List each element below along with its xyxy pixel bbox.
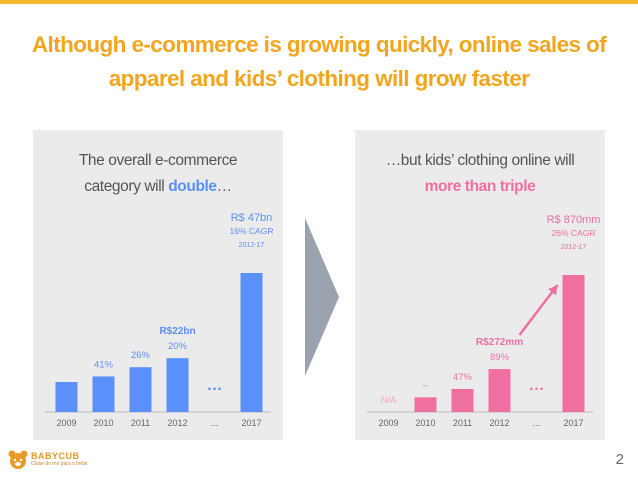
x-tick-label: 2011 (131, 418, 150, 428)
bar-2017 (562, 275, 585, 412)
x-tick-label: 2010 (93, 418, 113, 428)
x-tick-label: 2009 (378, 418, 398, 428)
x-tick-label: 2017 (563, 418, 583, 428)
x-tick-label: 2010 (415, 418, 435, 428)
x-tick-label: 2017 (241, 418, 261, 428)
bar-value-label: N/A (381, 395, 398, 406)
bar-value-label: 26% (131, 350, 151, 361)
bar-2010 (414, 397, 437, 412)
logo-name: BABYCUB (31, 451, 80, 461)
bar-value-label: 89% (490, 352, 510, 363)
slide-headline: Although e-commerce is growing quickly, … (0, 28, 638, 96)
left-title-emphasis: double (168, 178, 217, 195)
transition-arrow-icon (305, 218, 339, 376)
left-title-line-2: category will double… (33, 174, 283, 200)
bar-value-label: 20% (168, 341, 188, 352)
callout-line-1: 16% CAGR (230, 226, 274, 236)
page-number: 2 (615, 451, 624, 468)
growth-arrow-head-icon (548, 285, 558, 296)
right-panel-title: …but kids’ clothing online will more tha… (355, 148, 605, 200)
callout-line-0: R$ 870mm (547, 214, 601, 226)
babycub-logo: BABYCUB Clube do me para o bebê (8, 449, 123, 471)
left-title-prefix: category will (84, 178, 169, 195)
bar-value-label: 41% (94, 359, 114, 370)
x-tick-label: 2011 (453, 418, 472, 428)
callout-line-1: 26% CAGR (552, 228, 596, 238)
bar-value-label: -- (423, 380, 429, 390)
bar-2011 (129, 367, 152, 412)
x-tick-label: ... (533, 418, 541, 428)
left-title-suffix: … (216, 178, 233, 195)
headline-line-2: apparel and kids’ clothing will grow fas… (108, 66, 530, 91)
bar-2012 (166, 358, 189, 412)
callout-line-2: 2012-17 (239, 242, 265, 249)
left-title-line-1: The overall e-commerce (78, 152, 238, 169)
bar-value-label: … (207, 377, 223, 394)
callout-line-0: R$ 47bn (231, 212, 273, 224)
left-bar-chart: 2009 2010 41% 2011 26% 2012 20%... … 2017 R$22bn R… (45, 212, 274, 428)
x-tick-label: ... (211, 418, 219, 428)
callout-line-2: 2012-17 (561, 244, 587, 251)
x-tick-label: 2012 (167, 418, 187, 428)
x-tick-label: 2009 (56, 418, 76, 428)
bar-2010 (92, 376, 115, 412)
bar-value-label: 47% (453, 372, 473, 383)
bar-value-label: … (529, 377, 545, 394)
right-title-line-2: more than triple (355, 174, 605, 200)
bear-logo-icon (8, 450, 28, 469)
right-chart-panel: …but kids’ clothing online will more tha… (355, 130, 605, 440)
bar-2017 (240, 273, 263, 412)
right-title-emphasis: more than triple (424, 178, 536, 195)
top-accent-bar (0, 0, 638, 4)
callout-amount: R$272mm (476, 337, 523, 348)
left-panel-title: The overall e-commerce category will dou… (33, 148, 283, 200)
headline-line-1: Although e-commerce is growing quickly, … (31, 32, 607, 57)
logo-tagline: Clube do me para o bebê (31, 461, 88, 467)
bar-2012 (488, 369, 511, 412)
bar-2009 (55, 382, 78, 412)
right-bar-chart: 2009 N/A 2010 -- 2011 47% 2012 89%... … 2017 R$272… (367, 214, 601, 428)
bar-2011 (451, 388, 474, 412)
x-tick-label: 2012 (489, 418, 509, 428)
left-chart-panel: The overall e-commerce category will dou… (33, 130, 283, 440)
growth-arrow-line (518, 284, 559, 336)
right-title-line-1: …but kids’ clothing online will (385, 152, 575, 169)
callout-amount: R$22bn (159, 326, 195, 337)
